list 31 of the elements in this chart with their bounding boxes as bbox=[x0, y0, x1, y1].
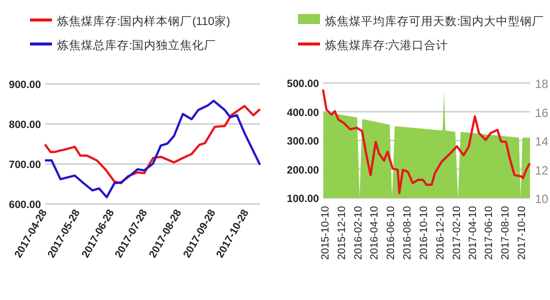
legend-label: 炼焦煤平均库存可用天数:国内大中型钢厂 bbox=[325, 14, 544, 28]
legend-label: 炼焦煤库存:六港口合计 bbox=[325, 38, 448, 52]
x-tick-label: 2015-10-10 bbox=[319, 206, 332, 260]
y-tick-label: 200.00 bbox=[286, 164, 320, 176]
x-tick-label: 2015-12-10 bbox=[336, 206, 348, 260]
x-tick-label: 2017-10-10 bbox=[516, 206, 528, 260]
y-tick-label: 300.00 bbox=[286, 136, 320, 148]
x-tick-label: 2017-06-10 bbox=[483, 206, 496, 260]
x-tick-label: 2017-04-10 bbox=[466, 206, 479, 260]
x-tick-label: 2016-02-10 bbox=[352, 206, 365, 260]
x-tick-label: 2016-08-10 bbox=[401, 206, 414, 260]
legend-label: 炼焦煤库存:国内样本钢厂(110家) bbox=[57, 14, 230, 28]
y-tick-label: 700.00 bbox=[8, 159, 42, 171]
y-tick-label: 500.00 bbox=[286, 78, 320, 90]
x-tick-label: 2017-08-10 bbox=[500, 206, 512, 260]
y2-tick-label: 10 bbox=[535, 192, 549, 206]
y-tick-label: 400.00 bbox=[286, 106, 320, 119]
y2-tick-label: 16 bbox=[535, 106, 549, 120]
x-tick-label: 2016-04-10 bbox=[368, 206, 381, 260]
y-tick-label: 800.00 bbox=[8, 119, 42, 131]
x-tick-label: 2016-12-10 bbox=[434, 206, 446, 260]
y-tick-label: 100.00 bbox=[286, 193, 320, 205]
y2-tick-label: 12 bbox=[535, 163, 549, 178]
y-tick-label: 900.00 bbox=[8, 79, 42, 91]
y-tick-label: 600.00 bbox=[8, 199, 42, 211]
x-tick-label: 2016-10-10 bbox=[418, 206, 430, 260]
y2-tick-label: 14 bbox=[535, 134, 549, 148]
y2-tick-label: 18 bbox=[535, 77, 549, 91]
x-tick-label: 2016-06-10 bbox=[385, 206, 398, 260]
x-tick-label: 2017-02-10 bbox=[450, 206, 463, 260]
legend-label: 炼焦煤总库存:国内独立焦化厂 bbox=[57, 38, 216, 52]
